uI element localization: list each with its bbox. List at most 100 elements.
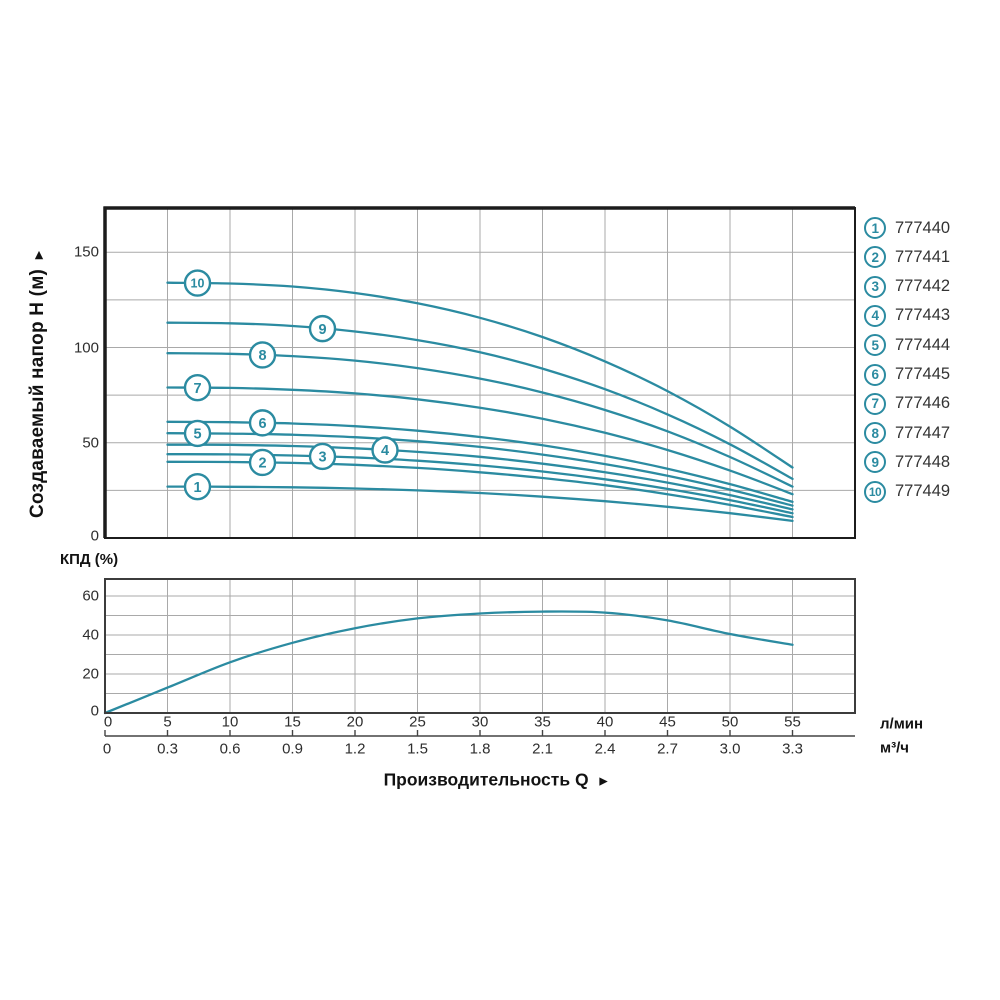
x-tick-m3h-0.6: 0.6 [219,740,241,758]
curve-badge-3 [308,442,337,471]
pump-curve-4 [166,443,794,511]
x-tick-m3h-0.9: 0.9 [282,740,303,758]
curve-badge-1 [183,472,212,501]
eff-y-tick-60: 60 [82,587,99,605]
pump-curve-1 [166,485,794,523]
secondary-axis [104,730,855,737]
x-tick-m3h-0: 0 [102,740,112,758]
legend-model-code: 777444 [895,335,951,354]
curve-badge-number: 4 [381,443,389,459]
legend-model-code: 777441 [895,247,951,266]
up-arrow-icon: ► [30,247,46,263]
flow-axis-label: Производительность Q ► [384,770,611,791]
legend-model-code: 777449 [895,482,951,501]
legend-model-code: 777445 [895,365,951,383]
legend-number-badge: 9 [864,451,886,474]
legend-item-777446: 7 777446 [864,392,951,415]
head-y-tick-100: 100 [73,339,99,356]
curve-badge-7 [183,373,212,402]
x-tick-lmin-55: 55 [784,713,801,731]
efficiency-chart-border [104,578,856,714]
eff-y-tick-20: 20 [82,665,99,683]
flow-axis-label-text: Производительность Q [383,769,589,790]
curve-badge-number: 6 [258,416,266,432]
x-tick-lmin-25: 25 [409,713,426,731]
head-axis-label-text: Создаваемый напор H (м) [27,269,48,519]
x-tick-lmin-5: 5 [163,713,172,731]
eff-y-tick-40: 40 [82,626,99,644]
legend-model-code: 777440 [895,218,951,237]
legend-item-777448: 9 777448 [864,451,951,474]
legend-number-badge: 10 [864,480,886,503]
eff-y-tick-0: 0 [90,702,99,720]
x-tick-m3h-2.7: 2.7 [657,740,678,758]
x-tick-lmin-35: 35 [534,713,551,731]
x-tick-m3h-3.3: 3.3 [782,740,803,758]
legend-number-badge: 1 [864,217,886,239]
x-tick-lmin-15: 15 [284,713,301,731]
head-y-tick-0: 0 [90,527,99,545]
x-tick-m3h-2.4: 2.4 [594,740,616,758]
curve-badge-10 [183,269,212,297]
unit-l-min-label: л/мин [880,715,924,733]
legend-number-badge: 4 [864,304,886,327]
legend-item-777442: 3 777442 [864,275,951,298]
right-arrow-icon: ► [596,772,611,789]
x-tick-m3h-0.3: 0.3 [157,740,178,758]
curve-badge-number: 10 [191,277,205,291]
curve-badge-9 [308,314,337,343]
x-tick-m3h-1.5: 1.5 [407,740,428,758]
legend-number-badge: 3 [864,275,886,298]
legend-item-777445: 6 777445 [864,363,951,386]
legend-item-777449: 10 777449 [864,480,951,503]
x-tick-m3h-2.1: 2.1 [532,740,553,758]
curve-badge-4 [371,436,399,464]
curve-badge-5 [183,419,212,448]
pump-curve-9 [166,321,794,481]
pump-curve-5 [166,432,794,507]
efficiency-curve [103,610,794,715]
x-tick-m3h-3.0: 3.0 [719,740,741,758]
legend-number-badge: 8 [864,422,886,445]
head-chart: 1 2 3 4 5 6 7 8 9 10 [103,206,856,539]
legend-model-code: 777442 [895,277,951,296]
legend-number-badge: 5 [864,334,886,357]
legend-number-badge: 7 [864,392,886,415]
efficiency-axis-label: КПД (%) [60,551,119,568]
curve-badge-number: 2 [258,456,266,472]
x-tick-lmin-50: 50 [721,713,739,731]
efficiency-chart [103,578,856,715]
pump-curve-8 [166,352,794,488]
pump-curve-10 [166,281,794,469]
curve-badge-8 [248,341,277,369]
unit-m3-h-label: м³/ч [880,739,909,757]
head-y-tick-150: 150 [73,243,99,261]
legend-item-777444: 5 777444 [864,334,951,357]
curve-badge-number: 5 [193,427,201,443]
legend-number-badge: 2 [864,246,886,269]
pump-curve-6 [166,420,794,503]
pump-curve-7 [166,386,794,496]
x-tick-lmin-0: 0 [103,713,113,731]
x-tick-lmin-20: 20 [346,713,364,731]
legend-number-badge: 6 [864,363,886,386]
x-tick-lmin-40: 40 [596,713,614,731]
legend-item-777440: 1 777440 [864,217,950,239]
legend-model-code: 777443 [895,306,951,325]
legend-item-777447: 8 777447 [864,422,951,445]
curve-badge-number: 3 [318,450,326,466]
legend-model-code: 777447 [895,423,951,442]
legend-model-code: 777448 [895,452,951,471]
curve-badge-6 [248,409,277,437]
curve-badge-number: 1 [193,480,201,496]
x-tick-m3h-1.2: 1.2 [344,740,366,758]
head-axis-label: Создаваемый напор H (м) ► [27,248,49,518]
legend-item-777443: 4 777443 [864,304,951,327]
legend-model-code: 777446 [895,394,951,413]
x-tick-m3h-1.8: 1.8 [469,740,491,758]
x-tick-lmin-45: 45 [659,713,676,731]
curve-badge-2 [248,448,277,477]
curve-badge-number: 8 [258,348,266,364]
